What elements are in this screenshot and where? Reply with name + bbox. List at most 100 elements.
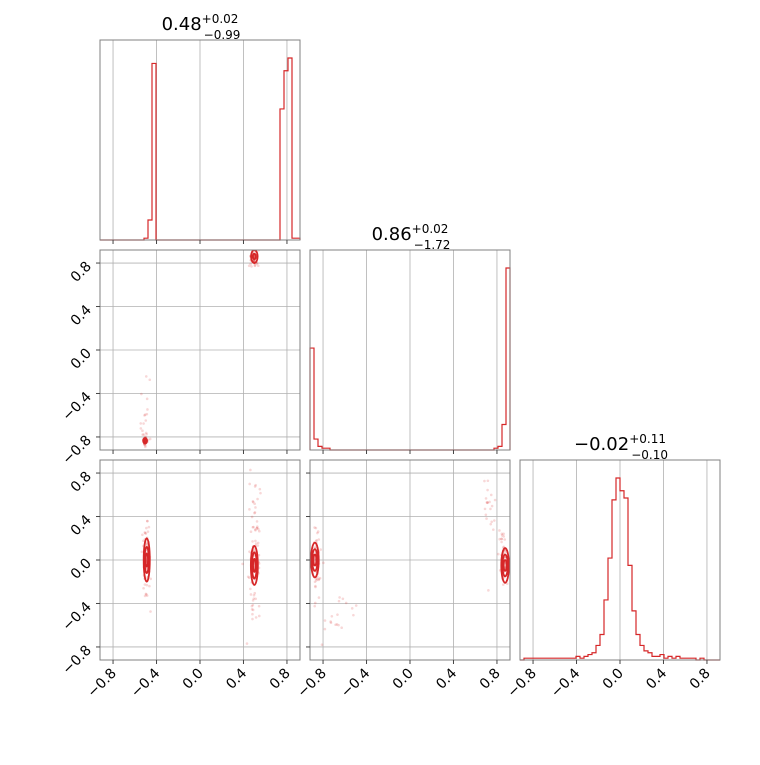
sample-point bbox=[252, 593, 256, 597]
x-tick-label: −0.8 bbox=[505, 666, 540, 701]
sample-point bbox=[496, 552, 500, 556]
sample-point bbox=[249, 468, 252, 472]
sample-point bbox=[484, 513, 488, 517]
sample-point bbox=[486, 501, 489, 505]
sample-point bbox=[500, 540, 503, 544]
sample-point bbox=[140, 550, 144, 554]
sample-point bbox=[145, 412, 149, 416]
sample-point bbox=[256, 244, 259, 247]
density-contour bbox=[311, 548, 319, 572]
sample-point bbox=[329, 621, 333, 624]
sample-point bbox=[501, 583, 505, 586]
sample-point bbox=[141, 533, 144, 537]
sample-point bbox=[258, 529, 261, 533]
sample-point bbox=[493, 498, 497, 502]
sample-point bbox=[255, 526, 259, 530]
sample-point bbox=[256, 497, 259, 501]
sample-point bbox=[145, 583, 149, 587]
sample-point bbox=[352, 613, 355, 617]
density-contour bbox=[252, 558, 257, 573]
sample-point bbox=[337, 623, 340, 627]
sample-point bbox=[142, 433, 146, 436]
sample-point bbox=[486, 479, 490, 483]
sample-point bbox=[253, 511, 256, 515]
x-tick-label: −0.8 bbox=[295, 666, 330, 701]
sample-point bbox=[144, 592, 148, 596]
y-tick-label: 0.8 bbox=[68, 259, 95, 286]
sample-point bbox=[323, 619, 327, 622]
sample-point bbox=[314, 585, 317, 589]
title-value: −0.02 bbox=[574, 434, 629, 455]
sample-point bbox=[316, 530, 320, 533]
sample-point bbox=[145, 397, 149, 401]
sample-point bbox=[250, 265, 253, 268]
x-tick-label: −0.8 bbox=[85, 666, 120, 701]
sample-point bbox=[330, 614, 334, 618]
sample-point bbox=[314, 526, 318, 530]
y-tick-label: 0.0 bbox=[68, 346, 95, 373]
sample-point bbox=[313, 604, 317, 608]
panel-2-0 bbox=[99, 459, 301, 661]
y-tick-label: −0.8 bbox=[59, 432, 94, 467]
title-upper-error: +0.02 bbox=[202, 12, 239, 26]
panel-2-2 bbox=[519, 459, 721, 661]
sample-point bbox=[253, 511, 257, 514]
title-lower-error-0: −0.99 bbox=[204, 28, 241, 42]
sample-point bbox=[251, 540, 254, 543]
density-contour bbox=[501, 553, 509, 578]
sample-point bbox=[344, 601, 348, 605]
x-tick-label: 0.0 bbox=[600, 666, 627, 693]
panel-1-1 bbox=[309, 249, 511, 451]
sample-point bbox=[252, 525, 255, 529]
panel-content bbox=[139, 244, 260, 449]
sample-point bbox=[498, 529, 501, 532]
sample-point bbox=[483, 507, 487, 511]
y-tick-label: −0.4 bbox=[59, 389, 94, 424]
sample-point bbox=[500, 532, 504, 536]
sample-point bbox=[255, 526, 259, 530]
x-tick-label: 0.8 bbox=[267, 666, 294, 693]
sample-point bbox=[253, 246, 256, 249]
sample-point bbox=[258, 487, 262, 491]
sample-point bbox=[251, 612, 254, 616]
sample-point bbox=[338, 596, 341, 599]
sample-point bbox=[259, 491, 262, 495]
sample-point bbox=[257, 614, 261, 618]
sample-point bbox=[245, 642, 249, 645]
sample-point bbox=[354, 604, 358, 607]
y-tick-label: −0.4 bbox=[59, 599, 94, 634]
sample-point bbox=[253, 247, 256, 250]
sample-point bbox=[313, 580, 317, 584]
density-contour bbox=[312, 553, 318, 567]
sample-point bbox=[143, 413, 147, 417]
sample-point bbox=[144, 444, 147, 447]
sample-point bbox=[254, 539, 257, 543]
panel-2-1 bbox=[309, 459, 511, 661]
sample-point bbox=[313, 601, 317, 605]
sample-point bbox=[248, 550, 251, 553]
sample-point bbox=[337, 599, 341, 603]
sample-point bbox=[503, 538, 507, 541]
sample-point bbox=[146, 408, 149, 411]
histogram-step-line bbox=[520, 477, 720, 661]
sample-point bbox=[139, 422, 143, 425]
sample-point bbox=[248, 508, 251, 511]
sample-point bbox=[147, 525, 151, 529]
panel-content bbox=[310, 479, 510, 647]
density-contour bbox=[251, 551, 258, 580]
sample-point bbox=[255, 262, 259, 266]
parameter-title-2: −0.02+0.11 bbox=[574, 432, 666, 455]
sample-point bbox=[317, 578, 321, 582]
sample-point bbox=[148, 437, 152, 441]
sample-point bbox=[144, 375, 148, 378]
sample-point bbox=[252, 597, 256, 600]
sample-point bbox=[252, 547, 256, 551]
sample-point bbox=[490, 504, 494, 508]
sample-point bbox=[322, 561, 325, 565]
y-tick-label: 0.0 bbox=[68, 556, 95, 583]
sample-point bbox=[317, 538, 321, 541]
sample-point bbox=[144, 419, 148, 422]
sample-point bbox=[486, 501, 489, 504]
density-contour bbox=[249, 544, 259, 586]
